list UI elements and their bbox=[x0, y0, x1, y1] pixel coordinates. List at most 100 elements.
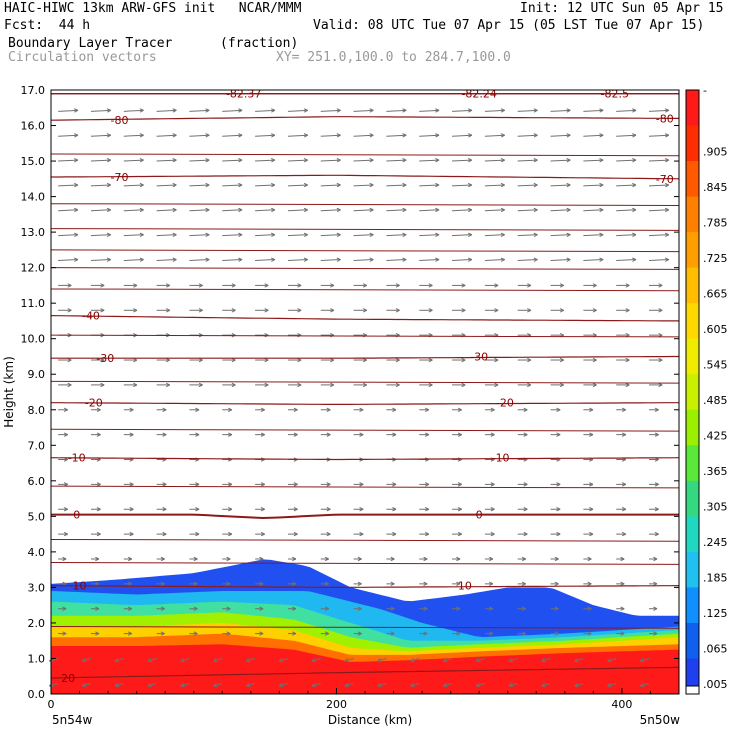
wind-vector bbox=[649, 531, 659, 537]
wind-vector bbox=[222, 182, 243, 188]
wind-vector bbox=[90, 158, 112, 163]
wind-vector bbox=[222, 108, 243, 113]
colorbar-frame bbox=[685, 89, 700, 695]
wind-vector bbox=[320, 158, 341, 163]
colorbar-label: .125 bbox=[703, 607, 728, 620]
wind-vector bbox=[320, 581, 329, 587]
wind-vector bbox=[616, 207, 637, 213]
wind-vector bbox=[189, 482, 200, 487]
wind-vector bbox=[287, 606, 297, 611]
y-tick-label: 0.0 bbox=[28, 688, 46, 701]
wind-vector bbox=[189, 507, 200, 512]
temperature-contour-6 bbox=[51, 355, 679, 359]
wind-vector bbox=[550, 108, 571, 113]
wind-vector bbox=[583, 631, 592, 636]
wind-vector bbox=[386, 606, 395, 611]
wind-vector bbox=[583, 507, 594, 512]
wind-vector bbox=[189, 606, 198, 611]
wind-vector bbox=[353, 158, 374, 163]
colorbar-label: .065 bbox=[703, 643, 728, 656]
temperature-contour-4 bbox=[51, 174, 680, 180]
contour-label: 10 bbox=[73, 580, 87, 593]
wind-vector bbox=[649, 158, 670, 163]
cross-section-endpoints: XY= 251.0,100.0 to 284.7,100.0 bbox=[276, 50, 511, 65]
wind-vector bbox=[287, 556, 297, 562]
wind-vector bbox=[517, 158, 538, 163]
wind-vector bbox=[222, 556, 231, 562]
wind-vector bbox=[287, 432, 298, 437]
wind-vector bbox=[114, 657, 124, 663]
y-tick-label: 6.0 bbox=[28, 475, 46, 488]
wind-vector bbox=[189, 631, 198, 636]
wind-vector bbox=[484, 207, 505, 213]
wind-vector bbox=[550, 432, 561, 437]
wind-vector bbox=[353, 257, 374, 262]
wind-vector bbox=[123, 432, 134, 437]
wind-vector bbox=[58, 556, 67, 562]
wind-vector bbox=[484, 606, 494, 611]
wind-vector bbox=[189, 308, 203, 313]
wind-vector bbox=[222, 507, 233, 512]
wind-vector bbox=[616, 257, 637, 262]
wind-vector bbox=[484, 382, 499, 388]
wind-vector bbox=[320, 283, 335, 288]
wind-vector bbox=[550, 482, 561, 487]
wind-vector bbox=[255, 158, 276, 163]
wind-vector bbox=[639, 657, 650, 663]
wind-vector bbox=[517, 207, 538, 213]
x-axis-title: Distance (km) bbox=[328, 713, 412, 727]
wind-vector bbox=[156, 158, 177, 163]
wind-vector bbox=[90, 507, 101, 512]
x-tick-label: 0 bbox=[48, 698, 55, 711]
wind-vector bbox=[58, 158, 79, 163]
wind-vector bbox=[649, 308, 663, 313]
temperature-contour-minor bbox=[50, 288, 680, 292]
wind-vector bbox=[156, 108, 177, 113]
wind-vector bbox=[123, 531, 134, 537]
wind-vector bbox=[452, 283, 466, 288]
wind-vector bbox=[410, 682, 420, 688]
wind-vector bbox=[517, 133, 538, 138]
wind-vector bbox=[255, 432, 265, 437]
wind-vector bbox=[156, 581, 165, 587]
wind-vector bbox=[484, 257, 505, 262]
temperature-contour-minor bbox=[50, 428, 680, 432]
wind-vector bbox=[58, 182, 79, 188]
contour-label: -10 bbox=[68, 452, 86, 465]
wind-vector bbox=[616, 182, 637, 188]
wind-vector bbox=[616, 482, 627, 487]
wind-vector bbox=[419, 407, 430, 412]
temperature-contour-5 bbox=[50, 315, 679, 322]
wind-vector bbox=[189, 382, 203, 388]
wind-vector bbox=[419, 182, 440, 188]
wind-vector bbox=[452, 581, 461, 587]
wind-vector bbox=[386, 556, 395, 562]
colorbar-swatch bbox=[686, 196, 699, 233]
wind-vector bbox=[419, 207, 440, 213]
wind-vector bbox=[484, 357, 499, 363]
y-tick-label: 8.0 bbox=[28, 404, 46, 417]
colorbar-label: .545 bbox=[703, 358, 728, 371]
wind-vector bbox=[123, 133, 144, 138]
wind-vector bbox=[189, 283, 203, 288]
y-tick-label: 16.0 bbox=[21, 120, 46, 133]
wind-vector bbox=[353, 507, 364, 512]
wind-vector bbox=[452, 308, 466, 313]
wind-vector bbox=[386, 507, 397, 512]
wind-vector bbox=[255, 531, 265, 537]
wind-vector bbox=[583, 382, 597, 388]
wind-vector bbox=[377, 682, 387, 688]
wind-vector bbox=[484, 631, 494, 636]
wind-vector bbox=[90, 207, 112, 213]
x-tick-label: 400 bbox=[611, 698, 632, 711]
wind-vector bbox=[222, 257, 243, 262]
wind-vector bbox=[517, 606, 526, 611]
wind-vector bbox=[156, 257, 177, 262]
wind-vector bbox=[616, 581, 625, 587]
wind-vector bbox=[649, 133, 670, 138]
wind-vector bbox=[156, 507, 167, 512]
colorbar-swatch bbox=[686, 125, 699, 162]
wind-vector bbox=[452, 207, 473, 213]
wind-vector bbox=[484, 581, 494, 587]
field-name: Boundary Layer Tracer bbox=[8, 36, 173, 51]
